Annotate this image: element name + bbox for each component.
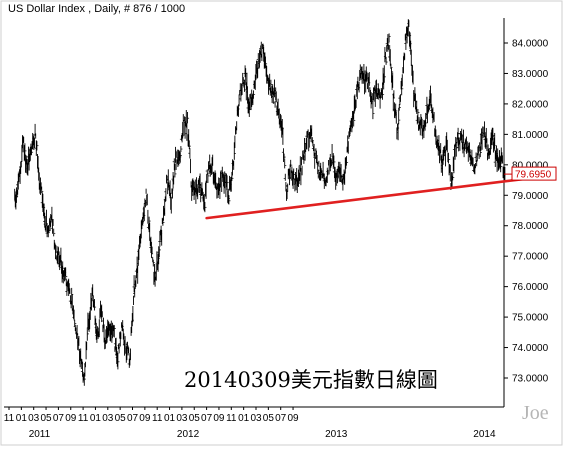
y-tick-label: 84.0000 bbox=[512, 39, 549, 50]
x-tick-label: 01 bbox=[90, 413, 102, 424]
x-tick-label: 11 bbox=[152, 413, 163, 424]
author-watermark: Joe bbox=[522, 402, 549, 424]
x-axis-ticks: 11 01 03 05 07 09 11 01 03 05 07 09 11 01 03 05 07 09 11 01… bbox=[4, 407, 496, 440]
x-year-label: 2012 bbox=[177, 429, 200, 440]
x-tick-label: 11 bbox=[78, 413, 89, 424]
chart-title: US Dollar Index , Daily, # 876 / 1000 bbox=[8, 3, 185, 15]
x-tick-label: 05 bbox=[189, 413, 201, 424]
last-price-label: 79.6950 bbox=[515, 170, 552, 181]
x-tick-label: 09 bbox=[287, 413, 299, 424]
x-tick-label: 09 bbox=[139, 413, 151, 424]
x-tick-label: 07 bbox=[127, 413, 139, 424]
last-price-box bbox=[511, 166, 557, 181]
x-year-label: 2011 bbox=[29, 429, 51, 440]
y-tick-label: 82.0000 bbox=[512, 99, 549, 110]
y-tick-label: 79.0000 bbox=[512, 191, 549, 202]
x-year-label: 2013 bbox=[325, 429, 348, 440]
x-tick-label: 09 bbox=[213, 413, 225, 424]
x-tick-label: 07 bbox=[201, 413, 213, 424]
x-tick-label: 05 bbox=[40, 413, 52, 424]
x-year-label: 2014 bbox=[473, 429, 496, 440]
x-tick-label: 07 bbox=[275, 413, 287, 424]
y-tick-label: 80.0000 bbox=[512, 160, 549, 171]
y-tick-label: 76.0000 bbox=[512, 282, 549, 293]
chart-annotation: 20140309美元指數日線圖 bbox=[184, 368, 438, 392]
x-tick-label: 09 bbox=[65, 413, 77, 424]
x-tick-label: 01 bbox=[16, 413, 28, 424]
y-axis-ticks: 84.0000 83.0000 82.0000 81.0000 80.0000 79.00… bbox=[504, 39, 549, 385]
y-tick-label: 75.0000 bbox=[512, 313, 549, 324]
x-tick-label: 01 bbox=[238, 413, 250, 424]
y-tick-label: 74.0000 bbox=[512, 343, 549, 354]
y-tick-label: 78.0000 bbox=[512, 221, 549, 232]
x-tick-label: 03 bbox=[176, 413, 188, 424]
last-price-marker: 79.6950 bbox=[504, 166, 557, 181]
x-tick-label: 01 bbox=[164, 413, 176, 424]
x-tick-label: 05 bbox=[115, 413, 127, 424]
x-tick-label: 05 bbox=[263, 413, 275, 424]
x-tick-label: 03 bbox=[250, 413, 262, 424]
x-tick-label: 11 bbox=[4, 413, 15, 424]
axes-group bbox=[4, 18, 505, 408]
x-tick-label: 07 bbox=[53, 413, 65, 424]
y-tick-label: 77.0000 bbox=[512, 252, 549, 263]
price-series bbox=[14, 19, 506, 386]
y-tick-label: 83.0000 bbox=[512, 69, 549, 80]
x-tick-label: 03 bbox=[28, 413, 40, 424]
y-tick-label: 73.0000 bbox=[512, 374, 549, 385]
y-tick-label: 81.0000 bbox=[512, 130, 549, 141]
x-tick-label: 11 bbox=[226, 413, 237, 424]
x-tick-label: 03 bbox=[102, 413, 114, 424]
support-trendline bbox=[205, 177, 530, 220]
